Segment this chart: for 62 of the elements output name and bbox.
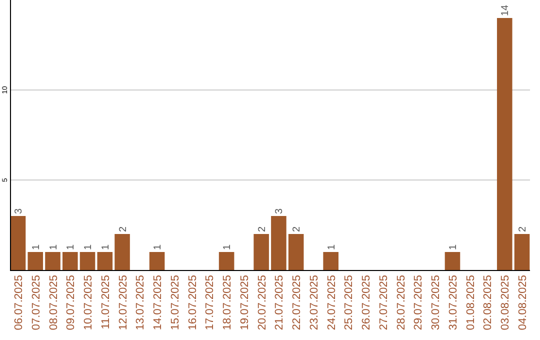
x-tick-label: 13.07.2025 [134,275,147,330]
bar [514,234,530,270]
x-tick-label: 11.07.2025 [100,275,112,330]
x-tick-label: 27.07.2025 [378,275,390,330]
data-label: 2 [256,226,268,232]
data-label: 1 [326,244,338,250]
bar [149,252,165,270]
x-tick-label: 02.08.2025 [482,275,494,330]
bar [114,234,130,270]
bar [444,252,460,270]
x-tick-label: 22.07.2025 [291,275,304,330]
x-tick-label: 26.07.2025 [360,275,373,330]
x-tick-label: 06.07.2025 [12,275,25,330]
x-tick-label: 01.08.2025 [464,275,477,330]
data-label: 1 [448,244,459,250]
x-tick-label: 16.07.2025 [186,275,199,330]
x-tick-label: 03.08.2025 [500,275,512,330]
x-tick-label: 23.07.2025 [308,275,320,330]
data-label: 1 [152,244,164,250]
data-label: 1 [222,244,234,250]
data-label: 2 [292,226,303,232]
x-tick-label: 04.08.2025 [517,275,530,330]
bar [288,234,304,270]
x-tick-label: 12.07.2025 [117,275,130,330]
data-label: 2 [118,226,129,232]
bar [496,18,512,270]
x-tick-label: 24.07.2025 [326,275,338,330]
x-tick-label: 28.07.2025 [395,275,408,330]
x-tick-label: 21.07.2025 [274,275,286,330]
bar [62,252,78,270]
x-tick-label: 30.07.2025 [430,275,442,330]
x-tick-label: 07.07.2025 [30,275,42,330]
x-tick-label: 09.07.2025 [65,275,78,330]
bar [10,216,26,270]
x-tick-label: 19.07.2025 [238,275,251,330]
x-tick-label: 17.07.2025 [204,275,216,330]
x-tick-label: 18.07.2025 [222,275,234,330]
bar [218,252,234,270]
x-tick-label: 08.07.2025 [48,275,60,330]
x-tick-label: 25.07.2025 [343,275,356,330]
bar [271,216,286,270]
data-label: 1 [30,244,42,250]
data-label: 2 [518,226,529,232]
data-label: 1 [100,244,112,250]
data-label: 1 [48,244,60,250]
x-tick-label: 29.07.2025 [412,275,425,330]
data-label: 3 [13,208,24,214]
bar [323,252,338,270]
bar [80,252,96,270]
data-label: 1 [83,244,94,250]
bar [45,252,60,270]
data-label: 1 [66,244,77,250]
x-tick-label: 20.07.2025 [256,275,268,330]
x-tick-label: 10.07.2025 [82,275,95,330]
data-label: 14 [500,4,512,16]
x-tick-label: 15.07.2025 [169,275,182,330]
x-tick-label: 14.07.2025 [152,275,164,330]
bar [97,252,113,270]
bar [254,234,269,270]
bar [28,252,44,270]
data-label: 3 [274,208,286,214]
x-tick-label: 31.07.2025 [447,275,460,330]
